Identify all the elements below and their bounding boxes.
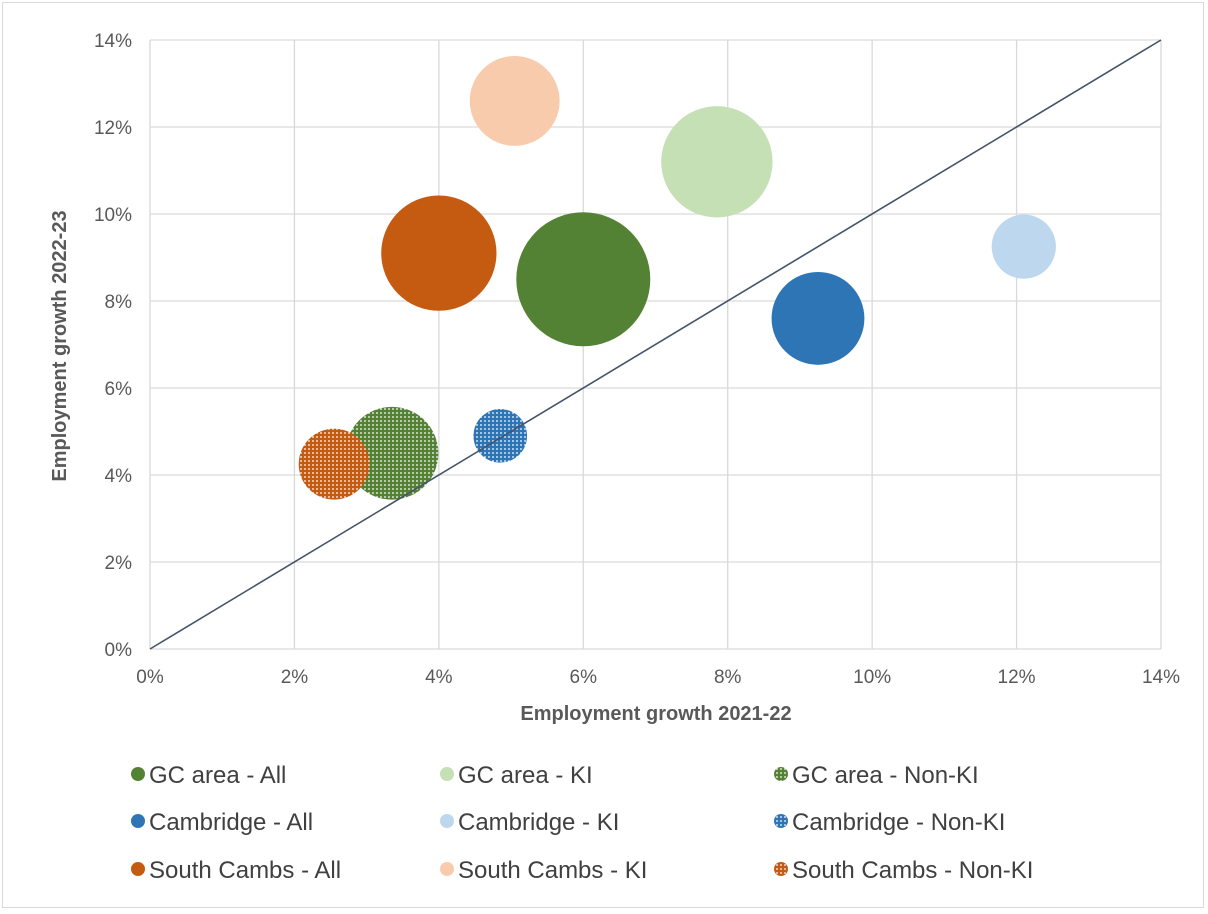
y-tick-label: 0% <box>105 640 133 661</box>
y-tick-label: 4% <box>105 466 133 487</box>
bubble-cambridge-ki <box>991 214 1056 279</box>
legend: GC area - All GC area - KI GC area - Non-K… <box>131 762 1033 884</box>
y-tick-label: 14% <box>94 31 132 52</box>
x-tick-label: 0% <box>136 667 164 688</box>
x-tick-label: 2% <box>281 667 309 688</box>
reference-line <box>149 39 1162 650</box>
y-tick-label: 10% <box>94 205 132 226</box>
legend-marker <box>440 862 454 876</box>
legend-marker <box>774 767 788 781</box>
bubble-series <box>298 55 1056 500</box>
bubble-south-cambs-all <box>381 195 497 311</box>
x-tick-label: 6% <box>570 667 598 688</box>
y-tick-label: 12% <box>94 118 132 139</box>
x-tick-label: 4% <box>425 667 453 688</box>
legend-label: GC area - Non-KI <box>792 762 979 789</box>
legend-marker <box>131 767 145 781</box>
bubble-gc-area-non-ki <box>345 406 439 500</box>
x-tick-label: 8% <box>714 667 742 688</box>
legend-label: Cambridge - All <box>149 809 313 836</box>
legend-label: GC area - KI <box>458 762 593 789</box>
bubble-south-cambs-non-ki <box>298 428 370 500</box>
diagonal-reference-line <box>149 39 1162 650</box>
x-tick-label: 10% <box>853 667 891 688</box>
legend-label: Cambridge - KI <box>458 809 619 836</box>
legend-label: South Cambs - All <box>149 857 341 884</box>
x-axis-title: Employment growth 2021-22 <box>520 703 791 725</box>
legend-label: South Cambs - Non-KI <box>792 857 1033 884</box>
legend-marker <box>131 862 145 876</box>
y-tick-label: 2% <box>105 553 133 574</box>
bubble-chart: 0% 2% 4% 6% 8% 10% 12% 14% 0% 2% 4% 6% 8% 10% 12% 14% E… <box>49 31 1180 884</box>
bubble-cambridge-all <box>771 271 865 365</box>
bubble-gc-area-all <box>516 212 651 347</box>
axes: 0% 2% 4% 6% 8% 10% 12% 14% 0% 2% 4% 6% 8% 10% 12% 14% <box>94 31 1180 688</box>
y-tick-label: 8% <box>105 292 133 313</box>
legend-marker <box>774 862 788 876</box>
legend-label: GC area - All <box>149 762 286 789</box>
bubble-cambridge-non-ki <box>473 409 528 463</box>
y-axis-title: Employment growth 2022-23 <box>49 210 71 481</box>
bubble-south-cambs-ki <box>469 55 560 146</box>
x-tick-label: 12% <box>998 667 1036 688</box>
legend-marker <box>440 814 454 828</box>
y-tick-label: 6% <box>105 379 133 400</box>
legend-marker <box>774 814 788 828</box>
legend-marker <box>131 814 145 828</box>
legend-marker <box>440 767 454 781</box>
legend-label: South Cambs - KI <box>458 857 647 884</box>
legend-label: Cambridge - Non-KI <box>792 809 1005 836</box>
x-tick-label: 14% <box>1142 667 1180 688</box>
bubble-gc-area-ki <box>661 106 773 218</box>
